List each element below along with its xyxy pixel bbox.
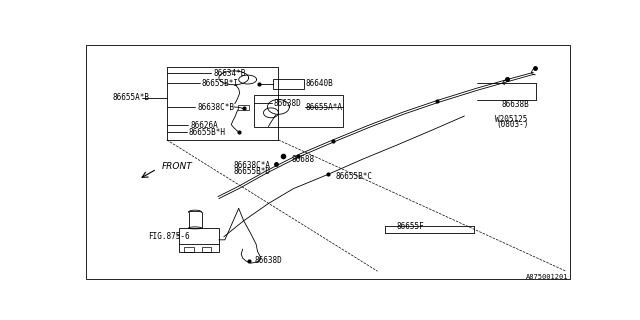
Text: 86638C*A: 86638C*A: [234, 161, 271, 170]
Text: 86634*B: 86634*B: [214, 69, 246, 78]
Bar: [253, 95, 343, 127]
Text: FIG.875-6: FIG.875-6: [148, 232, 190, 241]
Text: 86638B: 86638B: [502, 100, 529, 109]
Text: 86655B*D: 86655B*D: [234, 167, 271, 176]
Text: A875001201: A875001201: [526, 274, 568, 280]
Text: 86640B: 86640B: [306, 79, 333, 88]
Text: 86688: 86688: [292, 155, 315, 164]
Text: 86626A: 86626A: [190, 121, 218, 130]
Text: FRONT: FRONT: [162, 162, 193, 171]
Text: 86655F: 86655F: [396, 222, 424, 231]
Text: 86638D: 86638D: [255, 256, 282, 265]
Text: W205125: W205125: [495, 115, 527, 124]
Text: 86638D: 86638D: [273, 99, 301, 108]
Text: 86655B*H: 86655B*H: [189, 128, 226, 137]
Text: 86655B*C: 86655B*C: [335, 172, 372, 181]
Text: 86655A*A: 86655A*A: [306, 103, 342, 112]
Bar: [179, 228, 219, 252]
Text: 86638C*B: 86638C*B: [198, 103, 234, 112]
Bar: [202, 247, 211, 252]
Text: 86655A*B: 86655A*B: [112, 93, 149, 102]
Bar: [237, 105, 249, 110]
Text: (0803-): (0803-): [496, 120, 529, 129]
Text: 86655B*I: 86655B*I: [202, 79, 239, 88]
Bar: [273, 79, 304, 89]
Bar: [184, 247, 194, 252]
